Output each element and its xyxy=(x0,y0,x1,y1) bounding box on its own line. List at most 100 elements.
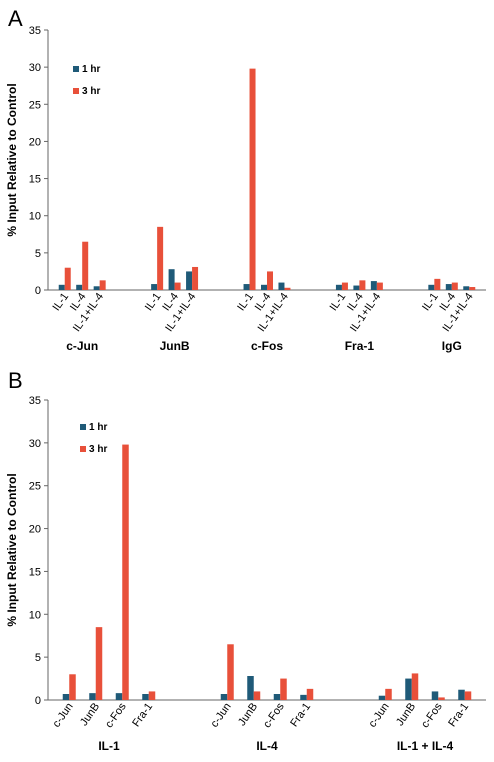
panel-b-ytick-label-15: 15 xyxy=(29,566,41,578)
panel-b-bar-3hr-2-0 xyxy=(385,688,392,700)
panel-b-cat-label-2-0: c-Jun xyxy=(366,701,391,730)
panel-a-ytick-label-5: 5 xyxy=(35,248,41,260)
panel-a-bar-1hr-0-2 xyxy=(93,286,100,290)
panel-a-ytick-label-25: 25 xyxy=(29,99,41,111)
panel-b-bar-3hr-2-1 xyxy=(411,673,419,700)
panel-a-cat-label-2-0: IL-1 xyxy=(235,291,256,313)
panel-b-cat-label-1-0: c-Jun xyxy=(208,701,233,730)
panel-b-bar-1hr-2-3 xyxy=(458,689,465,700)
panel-a-ytick-label-10: 10 xyxy=(29,211,41,223)
panel-a-bar-1hr-3-1 xyxy=(353,285,360,290)
panel-a-bar-1hr-3-2 xyxy=(370,281,377,290)
panel-a-bar-1hr-1-0 xyxy=(151,284,158,290)
panel-a-y-axis-label: % Input Relative to Control xyxy=(5,83,19,236)
panel-b-bar-3hr-0-3 xyxy=(148,691,156,700)
panel-b-bar-3hr-2-2 xyxy=(438,697,445,700)
panel-a-bar-1hr-2-0 xyxy=(243,284,250,290)
panel-b-bar-3hr-0-2 xyxy=(122,444,129,700)
panel-a-bar-1hr-2-1 xyxy=(261,284,267,290)
panel-a-group-label-0: c-Jun xyxy=(66,339,98,353)
panel-a-legend-label-1hr: 1 hr xyxy=(82,64,100,75)
panel-a-group-label-2: c-Fos xyxy=(251,339,283,353)
panel-a-group-label-1: JunB xyxy=(160,339,190,353)
panel-a-ytick-label-15: 15 xyxy=(29,174,41,186)
panel-a-bar-1hr-1-1 xyxy=(168,269,175,290)
panel-a-bar-3hr-4-2 xyxy=(469,287,476,290)
panel-a-letter: A xyxy=(8,6,23,31)
panel-a-cat-label-4-0: IL-1 xyxy=(420,291,441,313)
panel-a-cat-label-0-0: IL-1 xyxy=(50,291,71,313)
panel-a-bar-3hr-4-0 xyxy=(434,278,441,290)
panel-b-ytick-label-20: 20 xyxy=(29,524,41,536)
panel-b-bar-1hr-1-3 xyxy=(300,694,307,700)
panel-b-bar-1hr-1-0 xyxy=(220,694,228,700)
panel-b-legend-swatch-1hr xyxy=(80,424,86,430)
panel-b-cat-label-0-2: c-Fos xyxy=(103,700,129,730)
panel-b-bar-1hr-2-2 xyxy=(431,691,439,700)
panel-a-ytick-label-0: 0 xyxy=(35,285,41,297)
panel-b-cat-label-1-1: JunB xyxy=(236,701,260,728)
panel-b-bar-3hr-1-1 xyxy=(253,691,261,700)
panel-b-bar-1hr-2-1 xyxy=(405,678,412,700)
panel-a-bar-1hr-4-1 xyxy=(445,284,452,290)
panel-b-bar-1hr-1-2 xyxy=(273,694,281,700)
panel-b-cat-label-1-3: Fra-1 xyxy=(288,701,313,729)
panel-a-bar-3hr-0-1 xyxy=(82,241,89,290)
panel-a-bar-3hr-3-0 xyxy=(341,282,348,290)
panel-a-legend-swatch-1hr xyxy=(73,66,79,72)
panel-a-bar-1hr-2-2 xyxy=(278,282,285,290)
panel-b-cat-label-0-0: c-Jun xyxy=(50,701,75,730)
panel-b-bar-3hr-0-1 xyxy=(95,627,103,700)
panel-b-bar-3hr-1-3 xyxy=(306,688,314,700)
panel-a-bar-1hr-3-0 xyxy=(335,284,342,290)
panel-b-legend-label-1hr: 1 hr xyxy=(89,422,107,433)
panel-a-cat-label-1-0: IL-1 xyxy=(143,291,164,313)
panel-a-bar-3hr-0-0 xyxy=(64,267,71,290)
panel-a-bar-3hr-2-0 xyxy=(249,68,256,290)
panel-b-letter: B xyxy=(8,368,23,393)
panel-a-bar-3hr-0-2 xyxy=(99,280,106,290)
panel-a-bar-3hr-2-2 xyxy=(284,287,291,290)
panel-b-bar-3hr-0-0 xyxy=(69,674,76,700)
panel-a-bar-3hr-3-1 xyxy=(359,280,366,290)
panel-a-ytick-label-30: 30 xyxy=(29,62,41,74)
panel-a-bar-1hr-0-0 xyxy=(58,284,65,290)
panel-a-bar-1hr-4-2 xyxy=(463,286,470,290)
panel-a-group-label-4: IgG xyxy=(442,339,462,353)
panel-b-bar-3hr-1-0 xyxy=(227,644,234,700)
panel-b-ytick-label-30: 30 xyxy=(29,438,41,450)
panel-a-ytick-label-20: 20 xyxy=(29,136,41,148)
panel-b-cat-label-2-2: c-Fos xyxy=(419,700,445,730)
panel-b-y-axis-label: % Input Relative to Control xyxy=(5,473,19,626)
panel-b-ytick-label-5: 5 xyxy=(35,652,41,664)
panel-b-legend-swatch-3hr xyxy=(80,446,86,452)
panel-b-cat-label-0-1: JunB xyxy=(78,701,102,728)
panel-b-ytick-label-25: 25 xyxy=(29,481,41,493)
panel-a-bar-3hr-2-1 xyxy=(267,271,273,290)
panel-a-bar-1hr-1-2 xyxy=(186,271,193,290)
panel-a-legend-label-3hr: 3 hr xyxy=(82,86,100,97)
panel-a-bar-3hr-4-1 xyxy=(451,282,458,290)
panel-b-ytick-label-10: 10 xyxy=(29,609,41,621)
panel-a-cat-label-3-0: IL-1 xyxy=(328,291,349,313)
panel-b-ytick-label-0: 0 xyxy=(35,695,41,707)
panel-a-bar-1hr-4-0 xyxy=(428,284,435,290)
panel-b-bar-1hr-0-3 xyxy=(142,694,149,700)
panel-a-ytick-label-35: 35 xyxy=(29,25,41,37)
panel-b-group-label-0: IL-1 xyxy=(98,739,120,753)
panel-b-cat-label-0-3: Fra-1 xyxy=(130,701,155,729)
panel-b-bar-1hr-0-2 xyxy=(115,693,123,700)
panel-a-group-label-3: Fra-1 xyxy=(345,339,375,353)
panel-b-group-label-2: IL-1 + IL-4 xyxy=(397,739,454,753)
panel-b-cat-label-2-1: JunB xyxy=(394,701,418,728)
panel-b-bar-1hr-1-1 xyxy=(247,676,254,700)
panel-b-bar-3hr-1-2 xyxy=(280,678,287,700)
panel-a-bar-3hr-1-1 xyxy=(174,282,181,290)
panel-a-bar-3hr-1-0 xyxy=(157,226,164,290)
panel-a-bar-1hr-0-1 xyxy=(76,284,83,290)
panel-b-cat-label-2-3: Fra-1 xyxy=(446,701,471,729)
panel-b-bar-1hr-2-0 xyxy=(378,695,386,700)
panel-b-cat-label-1-2: c-Fos xyxy=(261,700,287,730)
panel-b-legend-label-3hr: 3 hr xyxy=(89,444,107,455)
